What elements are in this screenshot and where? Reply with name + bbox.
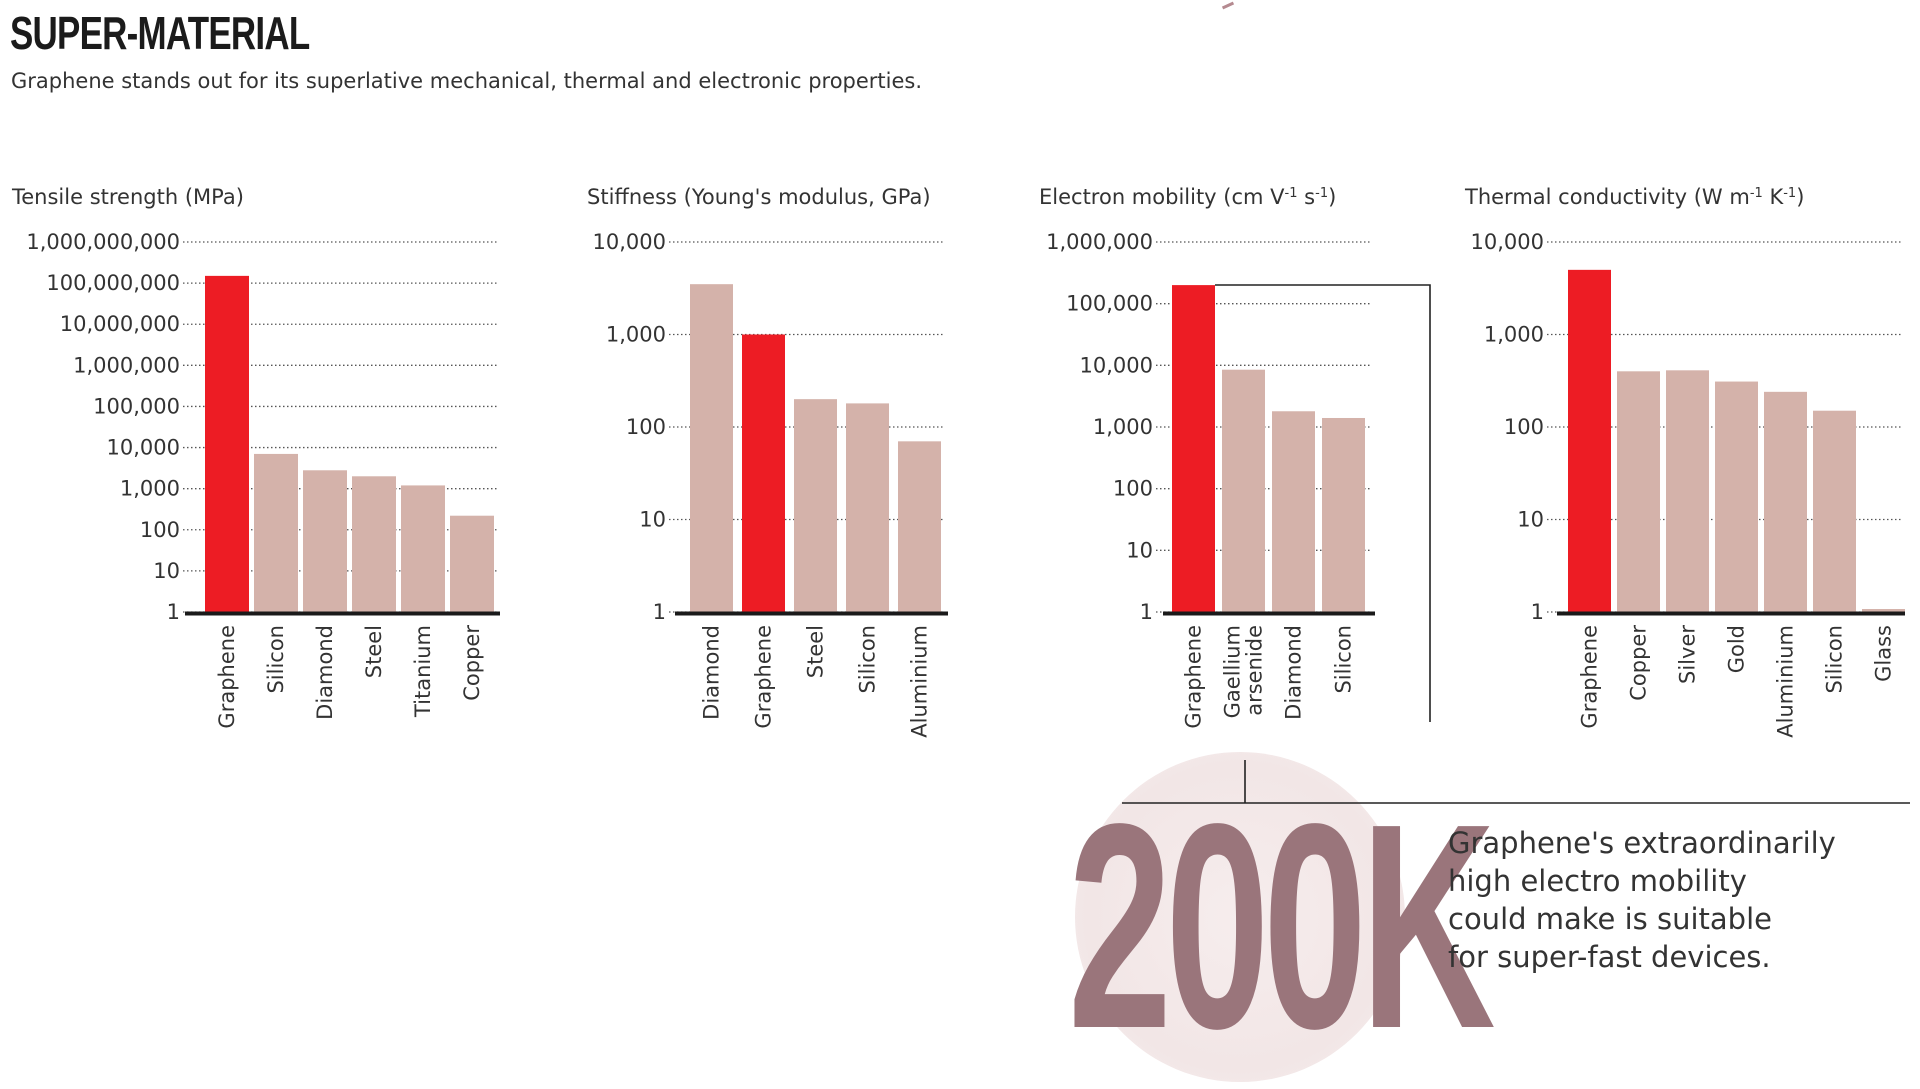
chart-2-tick-label: 1,000 xyxy=(606,323,666,347)
chart-2-tick-label: 1 xyxy=(653,600,666,624)
chart-2-title: Stiffness (Young's modulus, GPa) xyxy=(587,185,931,209)
chart-4-tick-label: 1,000 xyxy=(1484,323,1544,347)
callout-line-2: high electro mobility xyxy=(1448,864,1747,898)
chart-2-bar-aluminium xyxy=(898,441,941,612)
chart-1-bar-copper xyxy=(450,515,494,612)
chart-3-tick-label: 100 xyxy=(1113,477,1153,501)
chart-4-tick-label: 1 xyxy=(1531,600,1544,624)
chart-1-category-label: Titanium xyxy=(411,625,435,718)
callout-bracket xyxy=(1215,284,1431,722)
callout-line-4: for super-fast devices. xyxy=(1448,940,1771,974)
callout-text: Graphene's extraordinarily high electro … xyxy=(1448,824,1836,976)
chart-3-tick-label: 10,000 xyxy=(1080,353,1153,377)
chart-3-bar-graphene xyxy=(1172,285,1215,612)
page-title: SUPER-MATERIAL xyxy=(10,7,310,59)
chart-3-bar-gaellium-arsenide xyxy=(1222,369,1265,612)
chart-2-bar-diamond xyxy=(690,284,733,612)
chart-2-bar-silicon xyxy=(846,403,889,612)
chart-1-bar-steel xyxy=(352,476,396,612)
chart-3-title: Electron mobility (cm V-1 s-1) xyxy=(1039,185,1336,209)
chart-1-tick-label: 1,000,000 xyxy=(73,353,180,377)
callout-glow-circle xyxy=(1075,752,1405,1082)
callout-big-number: 200K xyxy=(1068,763,1496,1089)
chart-2-category-label: Diamond xyxy=(700,625,724,720)
chart-2-category-label: Aluminium xyxy=(908,625,932,738)
chart-1-bar-graphene xyxy=(205,275,249,612)
chart-4-category-label: Silver xyxy=(1676,625,1700,684)
chart-2-tick-label: 100 xyxy=(626,415,666,439)
chart-2-bar-graphene xyxy=(742,334,785,612)
page-subtitle: Graphene stands out for its superlative … xyxy=(11,69,923,93)
chart-1-title: Tensile strength (MPa) xyxy=(11,185,244,209)
chart-4-tick-label: 100 xyxy=(1504,415,1544,439)
chart-4-tick-label: 10 xyxy=(1517,508,1544,532)
chart-1-tick-label: 1 xyxy=(167,600,180,624)
chart-3-tick-label: 1,000 xyxy=(1093,415,1153,439)
chart-2-tick-label: 10,000 xyxy=(593,230,666,254)
chart-4-bar-silicon xyxy=(1813,410,1856,612)
chart-4-bar-aluminium xyxy=(1764,391,1807,612)
chart-3-tick-label: 10 xyxy=(1126,538,1153,562)
chart-4-category-label: Copper xyxy=(1627,625,1651,701)
chart-1-category-label: Graphene xyxy=(215,625,239,729)
chart-3-category-label: Graphene xyxy=(1182,625,1206,729)
chart-3-category-label: Silicon xyxy=(1332,625,1356,694)
chart-1-category-label: Copper xyxy=(460,625,484,701)
chart-1-category-label: Steel xyxy=(362,625,386,678)
chart-4-category-label: Silicon xyxy=(1823,625,1847,694)
chart-3-tick-label: 1,000,000 xyxy=(1046,230,1153,254)
chart-4-title: Thermal conductivity (W m-1 K-1) xyxy=(1464,185,1804,209)
chart-1-tick-label: 1,000,000,000 xyxy=(26,230,180,254)
callout-line-1: Graphene's extraordinarily xyxy=(1448,826,1836,860)
chart-1-category-label: Diamond xyxy=(313,625,337,720)
chart-1-tick-label: 100 xyxy=(140,518,180,542)
chart-1-tick-label: 100,000 xyxy=(93,394,180,418)
chart-2-category-label: Graphene xyxy=(752,625,776,729)
chart-1-tick-label: 100,000,000 xyxy=(46,271,180,295)
chart-4-category-label: Glass xyxy=(1872,625,1896,682)
chart-2-category-label: Silicon xyxy=(856,625,880,694)
chart-3-category-label: Diamond xyxy=(1282,625,1306,720)
chart-4-category-label: Graphene xyxy=(1578,625,1602,729)
chart-4-bar-glass xyxy=(1862,609,1905,612)
chart-1-bar-silicon xyxy=(254,453,298,612)
chart-1-tick-label: 10 xyxy=(153,559,180,583)
chart-1-tick-label: 10,000 xyxy=(107,436,180,460)
chart-3-category-label: Gaelliumarsenide xyxy=(1221,625,1267,718)
chart-3-bar-silicon xyxy=(1322,417,1365,612)
chart-1-tick-label: 1,000 xyxy=(120,477,180,501)
chart-2-tick-label: 10 xyxy=(639,508,666,532)
chart-3-tick-label: 1 xyxy=(1140,600,1153,624)
chart-1-bar-titanium xyxy=(401,485,445,612)
chart-1-category-label: Silicon xyxy=(264,625,288,694)
chart-4-bar-gold xyxy=(1715,381,1758,612)
chart-3-tick-label: 100,000 xyxy=(1066,292,1153,316)
callout-line-3: could make is suitable xyxy=(1448,902,1772,936)
chart-3-bar-diamond xyxy=(1272,411,1315,612)
chart-1-bar-diamond xyxy=(303,470,347,612)
chart-2-bar-steel xyxy=(794,399,837,612)
chart-4-tick-label: 10,000 xyxy=(1471,230,1544,254)
chart-4-category-label: Gold xyxy=(1725,625,1749,673)
chart-4-category-label: Aluminium xyxy=(1774,625,1798,738)
chart-2-category-label: Steel xyxy=(804,625,828,678)
chart-1-tick-label: 10,000,000 xyxy=(60,312,180,336)
chart-4-bar-graphene xyxy=(1568,269,1611,612)
chart-4-bar-copper xyxy=(1617,371,1660,612)
chart-4-bar-silver xyxy=(1666,370,1709,612)
